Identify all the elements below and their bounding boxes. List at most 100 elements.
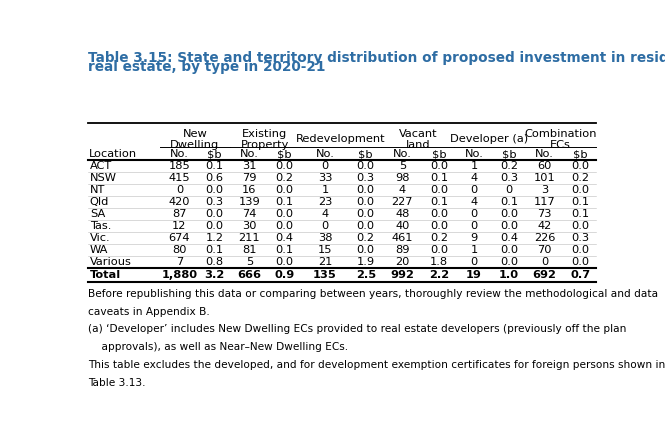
Text: $b: $b xyxy=(358,149,373,160)
Text: 0: 0 xyxy=(541,257,549,267)
Text: Redevelopment: Redevelopment xyxy=(296,134,385,144)
Text: 0.0: 0.0 xyxy=(356,209,375,219)
Text: 42: 42 xyxy=(537,221,552,231)
Text: ACT: ACT xyxy=(90,161,112,171)
Text: 1.2: 1.2 xyxy=(205,233,223,243)
Text: No.: No. xyxy=(393,149,412,160)
Text: 0.0: 0.0 xyxy=(275,185,293,195)
Text: 0.1: 0.1 xyxy=(430,197,448,207)
Text: 1: 1 xyxy=(470,161,477,171)
Text: 674: 674 xyxy=(169,233,190,243)
Text: Existing
Property: Existing Property xyxy=(241,129,289,150)
Text: 692: 692 xyxy=(533,270,557,280)
Text: 4: 4 xyxy=(321,209,329,219)
Text: 1: 1 xyxy=(470,245,477,255)
Text: 0.1: 0.1 xyxy=(500,197,518,207)
Text: 0.0: 0.0 xyxy=(205,221,223,231)
Text: $b: $b xyxy=(573,149,588,160)
Text: 0: 0 xyxy=(470,221,477,231)
Text: 0.1: 0.1 xyxy=(571,209,590,219)
Text: $b: $b xyxy=(432,149,446,160)
Text: 0.0: 0.0 xyxy=(430,221,448,231)
Text: 0.1: 0.1 xyxy=(205,161,223,171)
Text: 415: 415 xyxy=(169,173,190,183)
Text: 0.9: 0.9 xyxy=(274,270,295,280)
Text: 87: 87 xyxy=(172,209,187,219)
Text: 0.4: 0.4 xyxy=(500,233,518,243)
Text: 73: 73 xyxy=(537,209,552,219)
Text: 16: 16 xyxy=(242,185,257,195)
Text: 0.1: 0.1 xyxy=(205,245,223,255)
Text: 666: 666 xyxy=(237,270,261,280)
Text: 33: 33 xyxy=(318,173,332,183)
Text: 420: 420 xyxy=(169,197,190,207)
Text: 38: 38 xyxy=(318,233,332,243)
Text: $b: $b xyxy=(277,149,292,160)
Text: 0.0: 0.0 xyxy=(430,209,448,219)
Text: 0.0: 0.0 xyxy=(571,245,590,255)
Text: Table 3.15: State and territory distribution of proposed investment in residenti: Table 3.15: State and territory distribu… xyxy=(88,51,665,65)
Text: 0.0: 0.0 xyxy=(205,209,223,219)
Text: This table excludes the developed, and for development exemption certificates fo: This table excludes the developed, and f… xyxy=(88,360,665,370)
Text: 0: 0 xyxy=(470,257,477,267)
Text: 0.0: 0.0 xyxy=(275,161,293,171)
Text: 0.0: 0.0 xyxy=(356,197,375,207)
Text: NT: NT xyxy=(90,185,105,195)
Text: 0.0: 0.0 xyxy=(356,245,375,255)
Text: NSW: NSW xyxy=(90,173,117,183)
Text: 21: 21 xyxy=(318,257,332,267)
Text: 211: 211 xyxy=(239,233,260,243)
Text: 101: 101 xyxy=(534,173,555,183)
Text: 0.0: 0.0 xyxy=(430,245,448,255)
Text: 31: 31 xyxy=(242,161,257,171)
Text: 0.3: 0.3 xyxy=(500,173,518,183)
Text: 0.2: 0.2 xyxy=(571,173,589,183)
Text: No.: No. xyxy=(464,149,483,160)
Text: Qld: Qld xyxy=(90,197,109,207)
Text: 0.0: 0.0 xyxy=(275,221,293,231)
Text: 0.0: 0.0 xyxy=(500,257,518,267)
Text: 0.1: 0.1 xyxy=(275,245,293,255)
Text: 3.2: 3.2 xyxy=(204,270,225,280)
Text: 0: 0 xyxy=(321,161,329,171)
Text: 0.0: 0.0 xyxy=(571,257,590,267)
Text: 19: 19 xyxy=(466,270,482,280)
Text: Combination
ECs: Combination ECs xyxy=(524,129,597,150)
Text: 0.4: 0.4 xyxy=(275,233,293,243)
Text: No.: No. xyxy=(170,149,189,160)
Text: 1.8: 1.8 xyxy=(430,257,448,267)
Text: WA: WA xyxy=(90,245,108,255)
Text: 0.0: 0.0 xyxy=(356,185,375,195)
Text: 135: 135 xyxy=(313,270,337,280)
Text: $b: $b xyxy=(207,149,221,160)
Text: 0.3: 0.3 xyxy=(356,173,375,183)
Text: 1: 1 xyxy=(321,185,329,195)
Text: (a) ‘Developer’ includes New Dwelling ECs provided to real estate developers (pr: (a) ‘Developer’ includes New Dwelling EC… xyxy=(88,325,626,334)
Text: Vacant
land: Vacant land xyxy=(398,129,437,150)
Text: 40: 40 xyxy=(395,221,410,231)
Text: 1.9: 1.9 xyxy=(356,257,375,267)
Text: 30: 30 xyxy=(242,221,257,231)
Text: 0.0: 0.0 xyxy=(275,209,293,219)
Text: 1.0: 1.0 xyxy=(499,270,519,280)
Text: 0: 0 xyxy=(470,185,477,195)
Text: SA: SA xyxy=(90,209,105,219)
Text: Location: Location xyxy=(89,149,138,160)
Text: 0.0: 0.0 xyxy=(500,245,518,255)
Text: 117: 117 xyxy=(534,197,555,207)
Text: 0.0: 0.0 xyxy=(571,161,590,171)
Text: 4: 4 xyxy=(470,173,477,183)
Text: 0.0: 0.0 xyxy=(571,221,590,231)
Text: 60: 60 xyxy=(537,161,552,171)
Text: No.: No. xyxy=(535,149,554,160)
Text: New
Dwelling: New Dwelling xyxy=(170,129,219,150)
Text: 5: 5 xyxy=(246,257,253,267)
Text: 1,880: 1,880 xyxy=(162,270,198,280)
Text: 0.0: 0.0 xyxy=(356,221,375,231)
Text: 0.7: 0.7 xyxy=(571,270,591,280)
Text: 227: 227 xyxy=(392,197,413,207)
Text: 226: 226 xyxy=(534,233,555,243)
Text: 98: 98 xyxy=(395,173,410,183)
Text: 0.6: 0.6 xyxy=(205,173,223,183)
Text: 9: 9 xyxy=(470,233,477,243)
